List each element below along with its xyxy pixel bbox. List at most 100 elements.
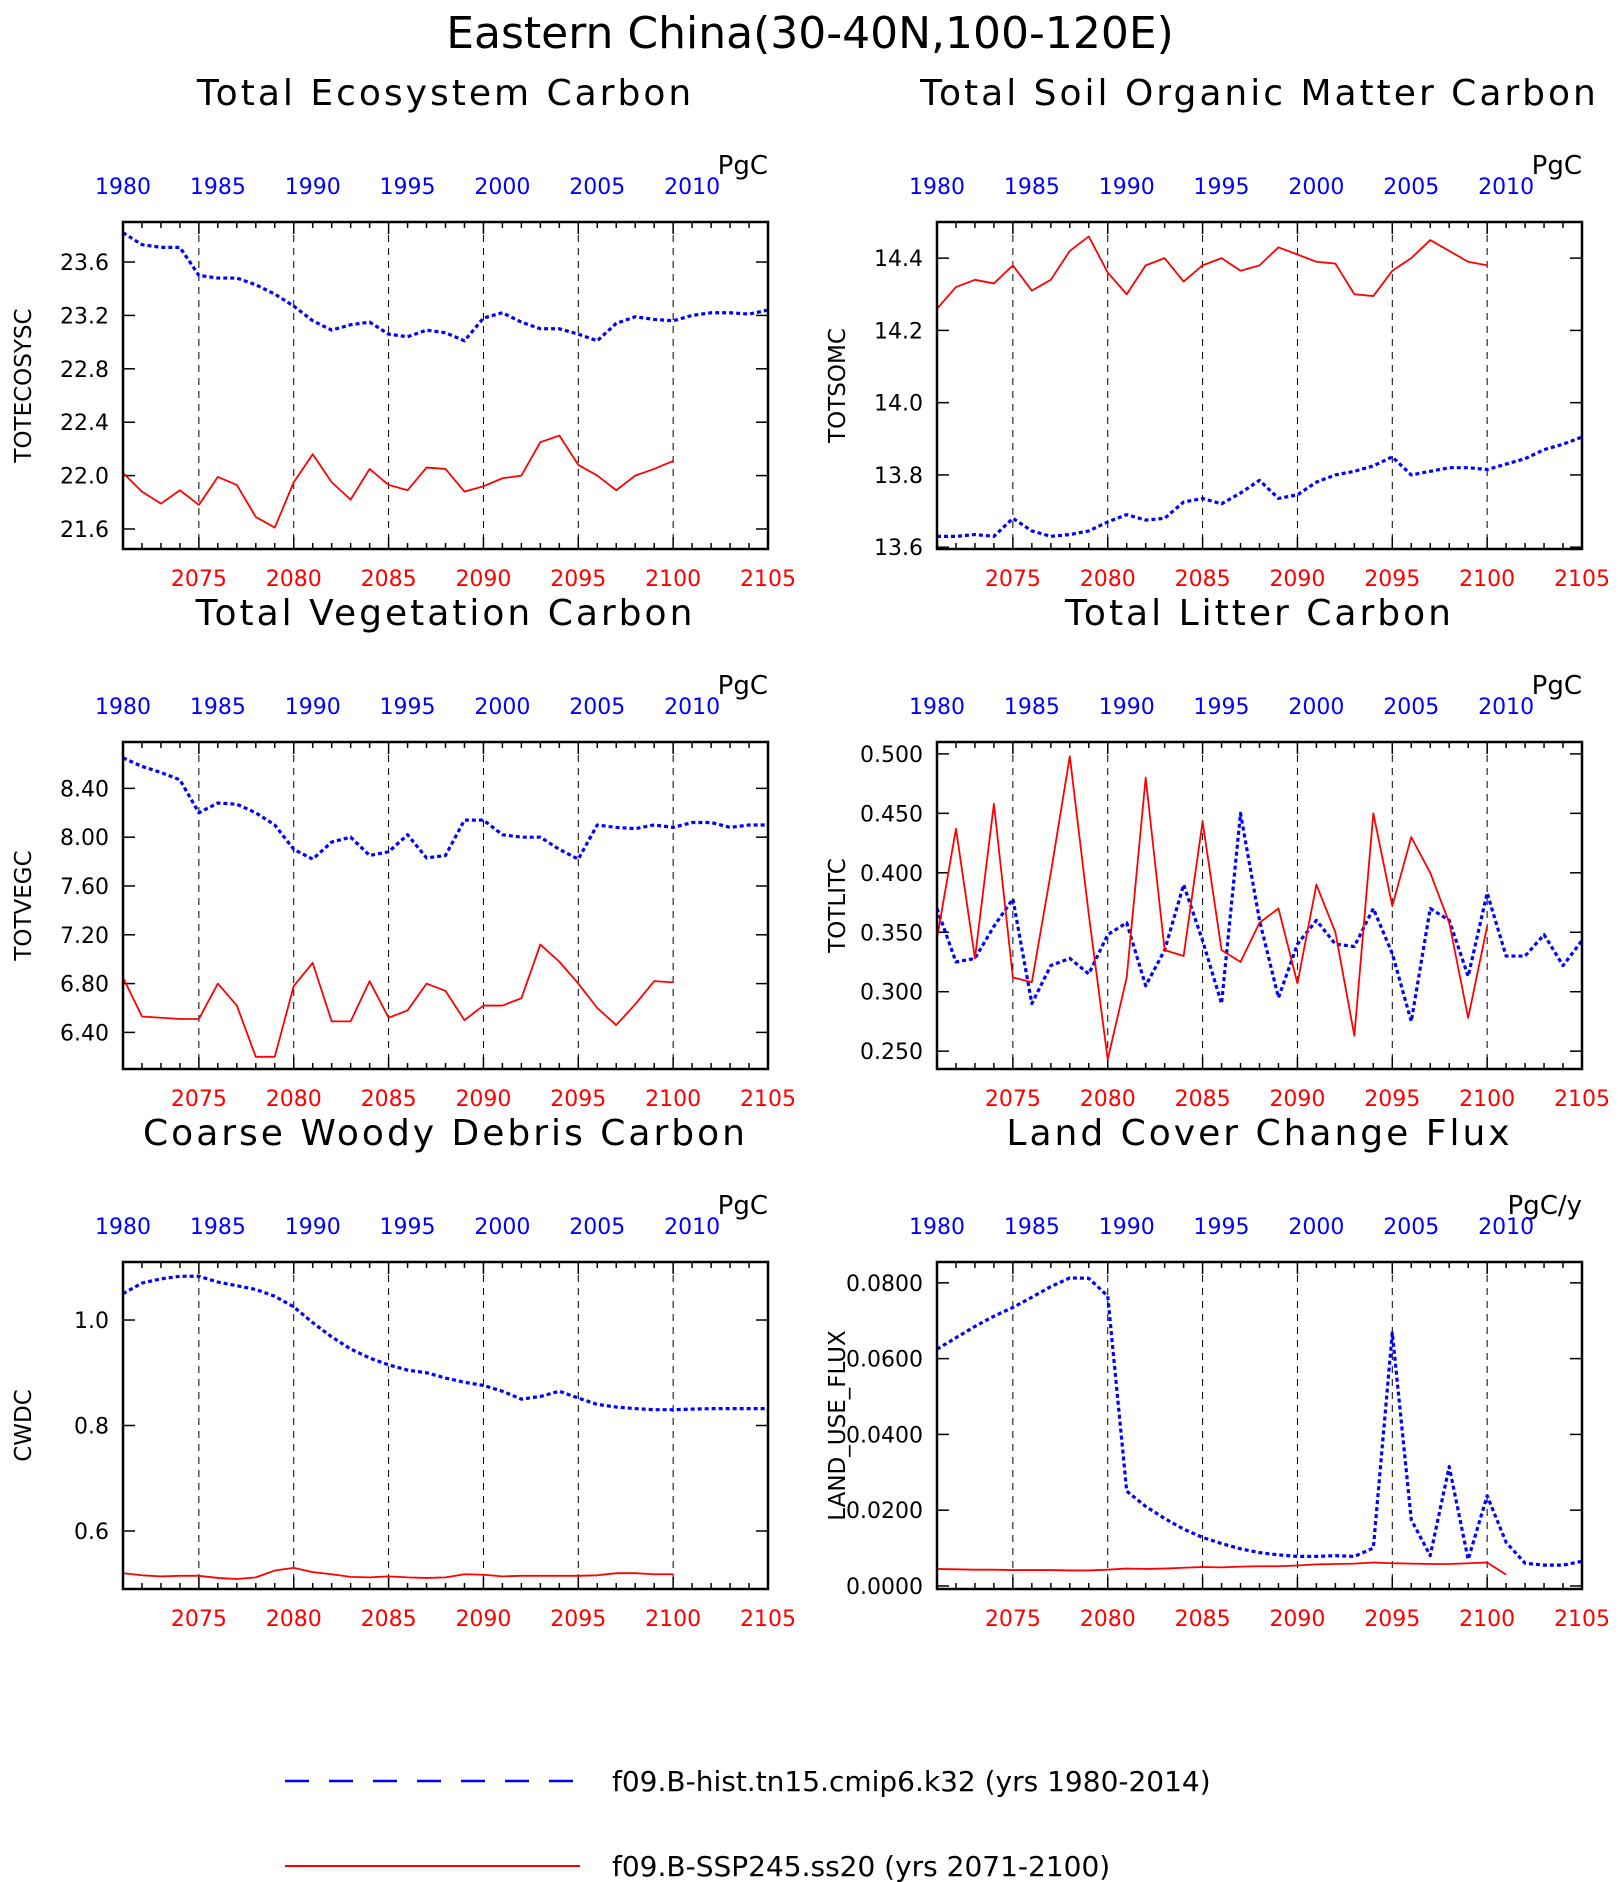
panel-cwdc-title: Coarse Woody Debris Carbon: [143, 1113, 748, 1154]
panel-land-use-flux-top-tick-label: 2005: [1383, 1215, 1439, 1240]
panel-totvegc-bottom-tick-label: 2090: [455, 1087, 511, 1112]
panel-totecosysc-ytick-label: 22.4: [60, 411, 109, 436]
panel-totecosysc-bottom-tick-label: 2100: [645, 567, 701, 592]
panel-land-use-flux-bottom-tick-label: 2105: [1554, 1607, 1610, 1632]
panel-totecosysc-ylabel: TOTECOSYSC: [11, 308, 37, 463]
panel-totsomc-ylabel: TOTSOMC: [825, 328, 851, 444]
panel-totsomc-ytick-label: 13.6: [874, 536, 923, 561]
panel-cwdc-top-tick-label: 2000: [474, 1215, 530, 1240]
panel-totsomc-bottom-tick-label: 2075: [985, 567, 1041, 592]
panel-totlitc-ytick-label: 0.400: [860, 862, 923, 887]
panel-cwdc-top-tick-label: 1985: [190, 1215, 246, 1240]
panel-totecosysc-bottom-tick-label: 2085: [361, 567, 417, 592]
panel-cwdc-ylabel: CWDC: [11, 1389, 37, 1462]
panel-totecosysc-ytick-label: 22.0: [60, 465, 109, 490]
panel-totlitc-bottom-tick-label: 2105: [1554, 1087, 1610, 1112]
panel-totecosysc-frame: [121, 220, 770, 551]
panel-land-use-flux-units: PgC/y: [1508, 1191, 1582, 1221]
panel-totlitc-bottom-tick-label: 2100: [1459, 1087, 1515, 1112]
panel-totlitc-top-tick-label: 1990: [1099, 695, 1155, 720]
panel-totsomc-top-tick-label: 1995: [1194, 175, 1250, 200]
panel-cwdc-frame: [121, 1260, 770, 1591]
legend-ssp-label: f09.B-SSP245.ss20 (yrs 2071-2100): [612, 1850, 1110, 1882]
panel-totsomc-top-tick-label: 1980: [909, 175, 965, 200]
panel-totvegc-ytick-label: 6.40: [60, 1021, 109, 1046]
panel-land-use-flux-top-tick-label: 1990: [1099, 1215, 1155, 1240]
panel-totsomc-bottom-tick-label: 2090: [1269, 567, 1325, 592]
panel-totsomc-ytick-label: 14.4: [874, 247, 923, 272]
panel-totlitc-top-tick-label: 2010: [1478, 695, 1534, 720]
panel-cwdc-top-tick-label: 1990: [285, 1215, 341, 1240]
panel-cwdc-top-tick-label: 2005: [569, 1215, 625, 1240]
panel-totsomc-top-tick-label: 1990: [1099, 175, 1155, 200]
panel-totvegc-ylabel: TOTVEGC: [11, 850, 37, 961]
panel-land-use-flux-bottom-tick-label: 2085: [1175, 1607, 1231, 1632]
panel-land-use-flux-bottom-tick-label: 2075: [985, 1607, 1041, 1632]
panel-totecosysc-top-tick-label: 1980: [95, 175, 151, 200]
panel-totvegc-title: Total Vegetation Carbon: [195, 593, 696, 634]
panel-totecosysc-bottom-tick-label: 2095: [550, 567, 606, 592]
panel-totecosysc-ytick-label: 21.6: [60, 518, 109, 543]
panel-cwdc-hist-series-line: [123, 1274, 768, 1412]
panel-totvegc-top-tick-label: 1980: [95, 695, 151, 720]
panel-totvegc-ssp-series-line: [123, 943, 674, 1058]
panel-totsomc-top-tick-label: 2010: [1478, 175, 1534, 200]
panel-totsomc-frame: [935, 220, 1584, 551]
panel-land-use-flux-ylabel: LAND_USE_FLUX: [825, 1330, 851, 1521]
panel-totvegc-bottom-tick-label: 2075: [171, 1087, 227, 1112]
panel-totsomc-bottom-tick-label: 2100: [1459, 567, 1515, 592]
panel-totvegc-bottom-tick-label: 2085: [361, 1087, 417, 1112]
panel-totvegc-ytick-label: 8.00: [60, 826, 109, 851]
panel-totvegc-ytick-label: 6.80: [60, 973, 109, 998]
panel-totvegc-top-tick-label: 1985: [190, 695, 246, 720]
panel-cwdc-bottom-tick-label: 2105: [740, 1607, 796, 1632]
panel-totlitc-units: PgC: [1532, 671, 1582, 701]
panel-cwdc-bottom-tick-label: 2090: [455, 1607, 511, 1632]
panel-land-use-flux-ytick-label: 0.0600: [846, 1348, 923, 1373]
panel-land-use-flux-ytick-label: 0.0800: [846, 1272, 923, 1297]
panel-cwdc-top-tick-label: 1995: [380, 1215, 436, 1240]
panel-totlitc-ytick-label: 0.250: [860, 1040, 923, 1065]
panel-totsomc-ytick-label: 14.0: [874, 392, 923, 417]
panel-totlitc-top-tick-label: 2005: [1383, 695, 1439, 720]
panel-land-use-flux-bottom-tick-label: 2080: [1080, 1607, 1136, 1632]
panel-land-use-flux-ytick-label: 0.0400: [846, 1423, 923, 1448]
panel-totecosysc: Total Ecosystem Carbon PgC 2075 2080 2085 209…: [11, 73, 796, 592]
panel-totecosysc-ytick-label: 23.6: [60, 251, 109, 276]
panel-totlitc: Total Litter Carbon PgC 2075 2080 2085 2090 20…: [825, 593, 1610, 1112]
panel-totsomc-bottom-tick-label: 2095: [1364, 567, 1420, 592]
panel-totlitc-bottom-tick-label: 2075: [985, 1087, 1041, 1112]
panel-totsomc-units: PgC: [1532, 151, 1582, 181]
panel-totecosysc-top-tick-label: 2010: [664, 175, 720, 200]
panel-land-use-flux-top-tick-label: 1980: [909, 1215, 965, 1240]
panel-totvegc-top-tick-label: 1990: [285, 695, 341, 720]
panel-totecosysc-bottom-tick-label: 2075: [171, 567, 227, 592]
panel-cwdc-bottom-tick-label: 2100: [645, 1607, 701, 1632]
panel-totecosysc-title: Total Ecosystem Carbon: [196, 73, 694, 114]
figure-title: Eastern China(30-40N,100-120E): [446, 8, 1174, 59]
panel-land-use-flux-bottom-tick-label: 2100: [1459, 1607, 1515, 1632]
panel-totecosysc-ytick-label: 23.2: [60, 304, 109, 329]
panel-totlitc-ytick-label: 0.350: [860, 921, 923, 946]
panel-land-use-flux-frame: [935, 1260, 1584, 1591]
panel-totvegc-top-tick-label: 1995: [380, 695, 436, 720]
legend-hist-label: f09.B-hist.tn15.cmip6.k32 (yrs 1980-2014…: [612, 1765, 1211, 1798]
panel-land-use-flux-top-tick-label: 2000: [1288, 1215, 1344, 1240]
panel-totecosysc-ytick-label: 22.8: [60, 358, 109, 383]
panel-land-use-flux-top-tick-label: 2010: [1478, 1215, 1534, 1240]
panel-totlitc-bottom-tick-label: 2080: [1080, 1087, 1136, 1112]
panel-land-use-flux-ytick-label: 0.0200: [846, 1499, 923, 1524]
panel-totecosysc-top-tick-label: 2000: [474, 175, 530, 200]
panel-totlitc-ytick-label: 0.450: [860, 802, 923, 827]
panel-totecosysc-top-tick-label: 2005: [569, 175, 625, 200]
panel-totecosysc-bottom-tick-label: 2105: [740, 567, 796, 592]
panel-totvegc-ytick-label: 7.20: [60, 924, 109, 949]
panel-land-use-flux-title: Land Cover Change Flux: [1006, 1113, 1512, 1154]
panel-cwdc-top-tick-label: 1980: [95, 1215, 151, 1240]
panel-cwdc-bottom-tick-label: 2085: [361, 1607, 417, 1632]
panel-totecosysc-top-tick-label: 1990: [285, 175, 341, 200]
panel-totsomc-bottom-tick-label: 2085: [1175, 567, 1231, 592]
panel-land-use-flux-top-tick-label: 1985: [1004, 1215, 1060, 1240]
panel-totecosysc-top-tick-label: 1995: [380, 175, 436, 200]
panel-totlitc-hist-series-line: [937, 811, 1582, 1024]
